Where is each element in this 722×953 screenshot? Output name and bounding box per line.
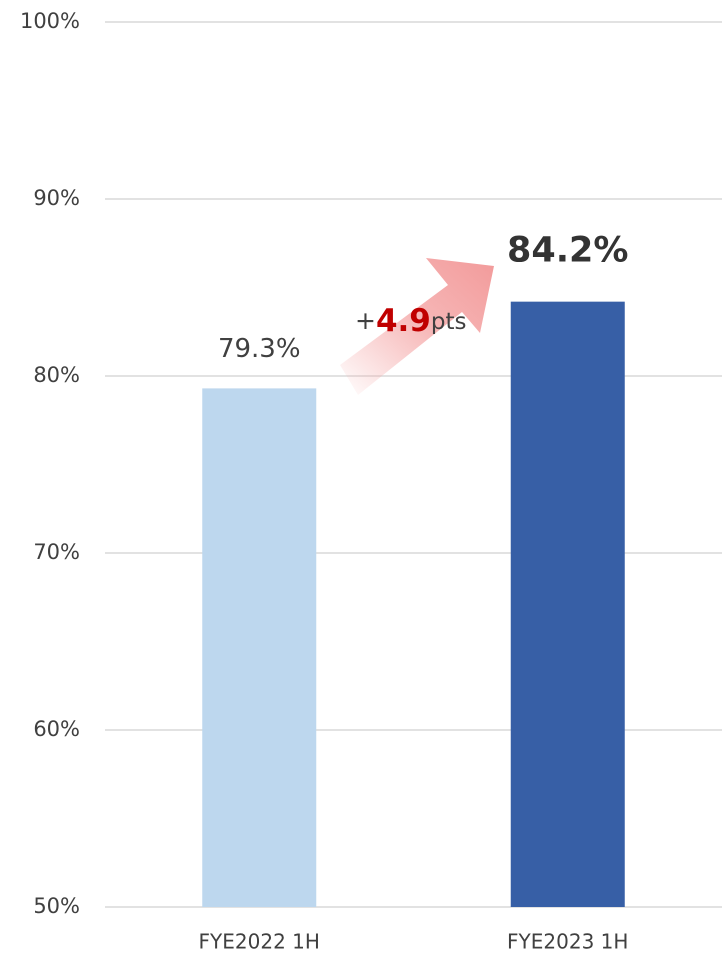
value-label: 79.3% bbox=[218, 334, 301, 364]
annotation-suffix: pts bbox=[431, 309, 467, 335]
bar bbox=[510, 301, 625, 907]
y-tick-label: 100% bbox=[20, 9, 80, 33]
x-tick-label: FYE2022 1H bbox=[199, 930, 320, 953]
y-tick-label: 60% bbox=[33, 717, 80, 741]
y-tick-label: 90% bbox=[33, 186, 80, 210]
trend-arrow bbox=[340, 258, 494, 395]
annotation-prefix: + bbox=[355, 306, 376, 335]
y-tick-label: 80% bbox=[33, 363, 80, 387]
annotation-value: 4.9 bbox=[376, 303, 431, 339]
bar bbox=[202, 388, 317, 907]
annotation: +4.9pts bbox=[355, 303, 466, 339]
y-tick-label: 50% bbox=[33, 894, 80, 918]
value-label: 84.2% bbox=[507, 231, 628, 271]
x-tick-label: FYE2023 1H bbox=[507, 930, 628, 953]
y-tick-label: 70% bbox=[33, 540, 80, 564]
